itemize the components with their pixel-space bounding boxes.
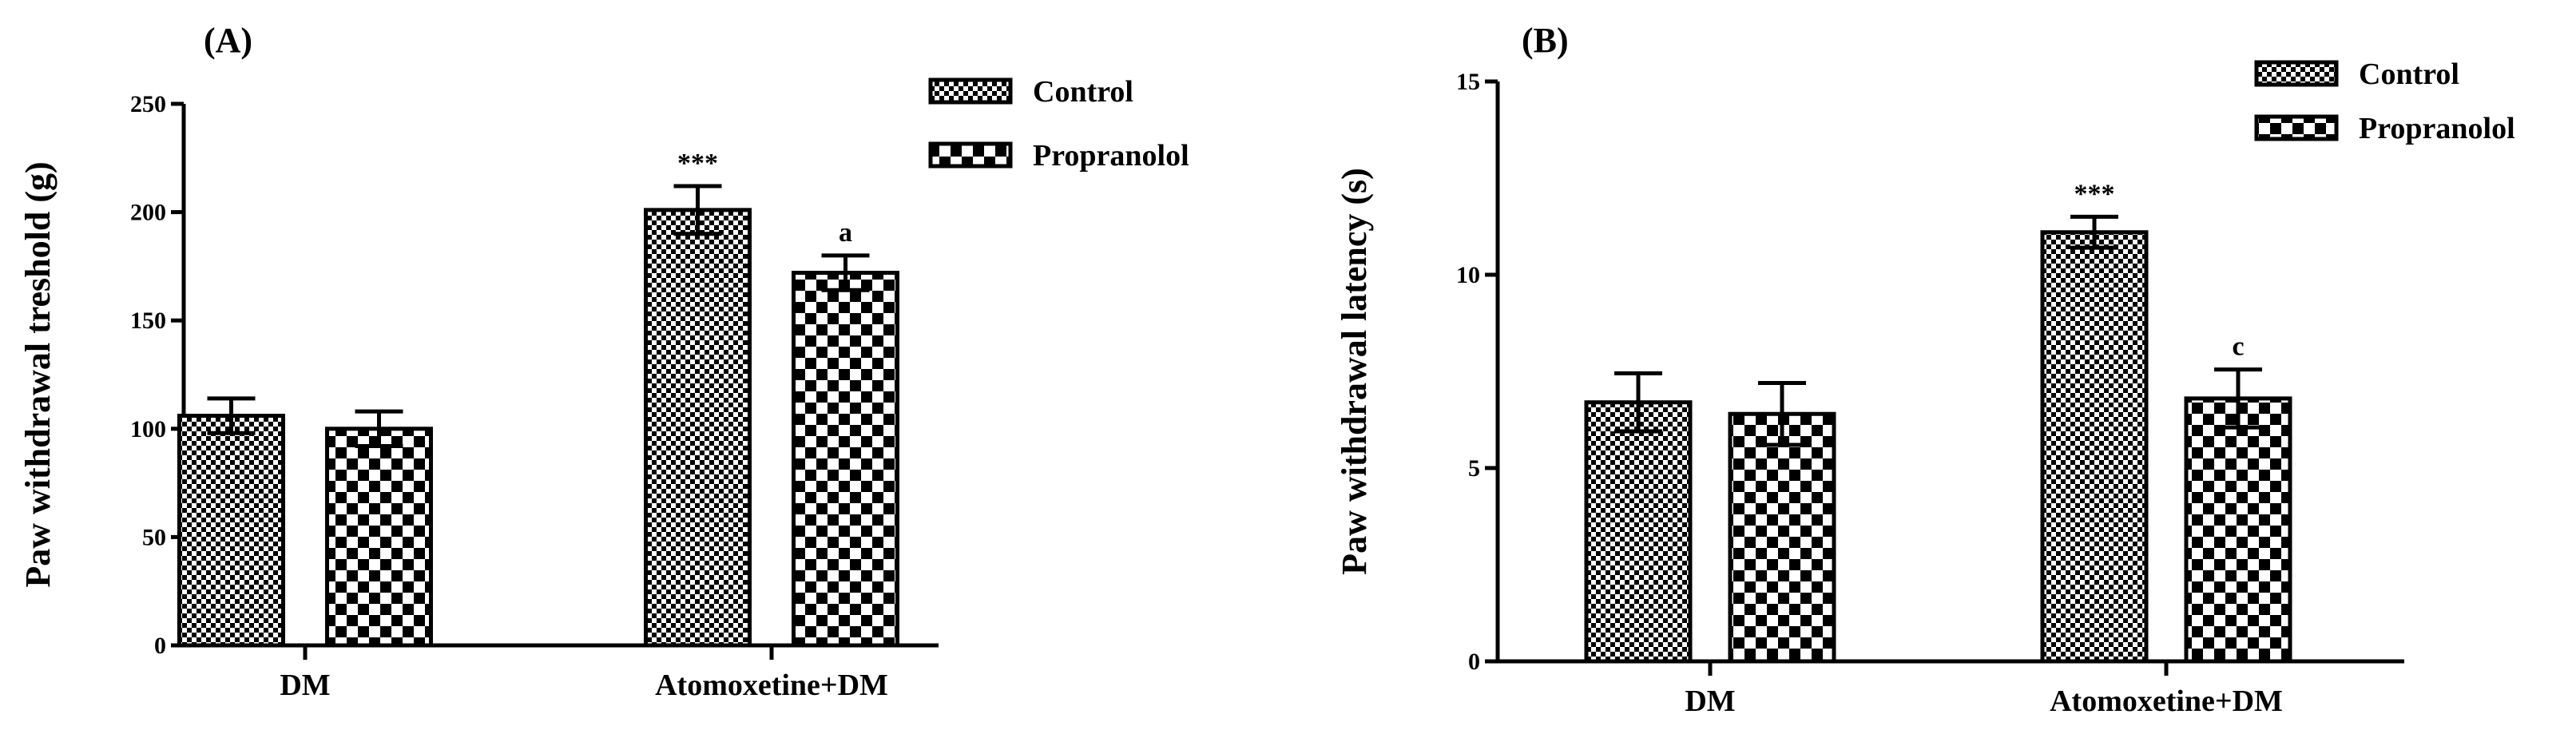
bar-control-0 (1584, 400, 1693, 664)
bar-propranolol-1 (792, 271, 899, 648)
legend-swatch-propranolol (928, 141, 1013, 169)
y-axis-title: Paw withdrawal treshold (g) (18, 161, 58, 587)
category-label: DM (1685, 684, 1735, 718)
y-tick-label: 200 (130, 200, 166, 226)
bar-control-1 (644, 208, 752, 648)
y-tick-label: 50 (142, 524, 166, 550)
category-label: Atomoxetine+DM (2050, 684, 2283, 718)
significance-annotation: c (2232, 332, 2244, 362)
significance-annotation: *** (677, 149, 718, 178)
bar-control-1 (2040, 230, 2149, 664)
panel-label: (B) (1522, 21, 1569, 60)
y-tick-label: 0 (1468, 649, 1480, 675)
legend-label-control: Control (2359, 58, 2459, 91)
y-tick-label: 0 (154, 633, 166, 659)
category-label: Atomoxetine+DM (655, 669, 888, 702)
significance-annotation: a (839, 218, 852, 248)
bar-control-0 (177, 414, 285, 648)
y-tick-label: 100 (130, 416, 166, 442)
legend-label-propranolol: Propranolol (1033, 139, 1189, 173)
bar-propranolol-1 (2184, 396, 2292, 664)
category-label: DM (280, 669, 330, 702)
panel-a-chart: (A) 0 50 100 150 200 250 Paw withdrawal treshol… (18, 21, 1189, 702)
bar-propranolol-0 (325, 427, 433, 648)
y-tick-label: 15 (1456, 69, 1480, 95)
panel-label: (A) (204, 21, 252, 60)
bar-propranolol-0 (1728, 411, 1836, 664)
y-tick-label: 5 (1468, 455, 1480, 482)
legend-label-control: Control (1033, 75, 1133, 109)
legend-swatch-propranolol (2254, 114, 2339, 141)
panel-b-chart: (B) 0 5 10 15 Paw withdrawal latency (s) DM Ato… (1335, 21, 2515, 718)
legend-swatch-control (928, 77, 1013, 105)
significance-annotation: *** (2074, 179, 2115, 208)
legend-label-propranolol: Propranolol (2359, 112, 2515, 145)
legend-swatch-control (2254, 60, 2339, 87)
y-axis-title: Paw withdrawal latency (s) (1335, 168, 1374, 575)
y-tick-label: 10 (1456, 262, 1480, 288)
y-tick-label: 150 (130, 308, 166, 334)
y-tick-label: 250 (130, 91, 166, 117)
